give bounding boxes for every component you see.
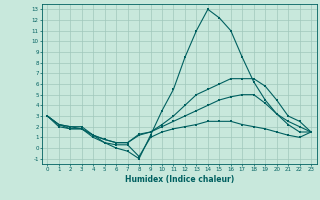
X-axis label: Humidex (Indice chaleur): Humidex (Indice chaleur) [124,175,234,184]
